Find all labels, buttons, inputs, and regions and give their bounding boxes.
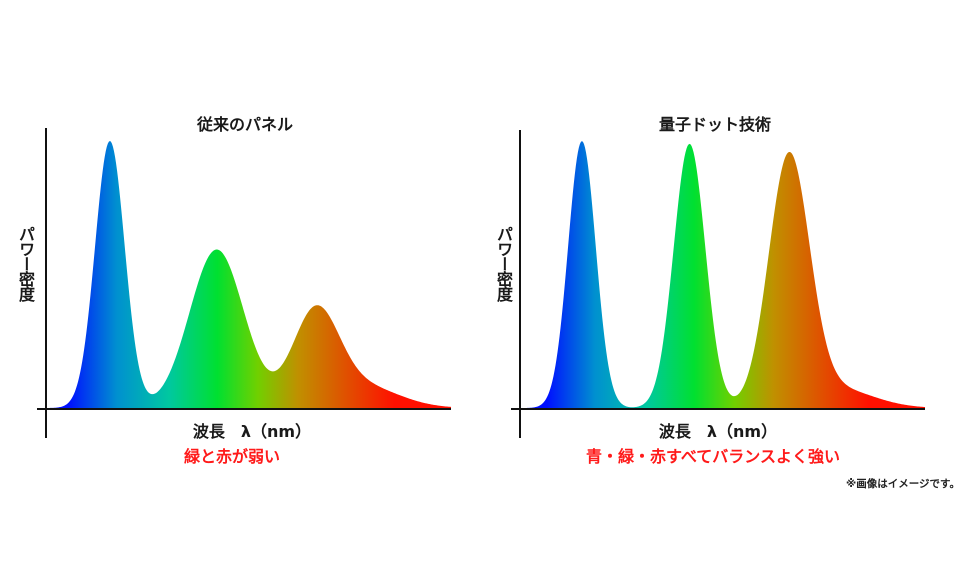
caption-quantum-dot: 青・緑・赤すべてバランスよく強い <box>586 447 840 466</box>
y-axis-label-quantum-dot: パワー密度 <box>494 226 513 301</box>
y-axis-label-conventional: パワー密度 <box>16 226 35 301</box>
image-disclaimer-note: ※画像はイメージです。 <box>846 478 960 490</box>
chart-title-conventional: 従来のパネル <box>196 115 294 134</box>
spectrum-area-1 <box>527 141 925 408</box>
caption-conventional: 緑と赤が弱い <box>183 447 281 466</box>
x-axis-label-conventional: 波長 λ（nm） <box>192 422 312 441</box>
spectrum-area-0 <box>48 141 451 409</box>
x-axis-label-quantum-dot: 波長 λ（nm） <box>658 422 778 441</box>
chart-title-quantum-dot: 量子ドット技術 <box>658 115 772 134</box>
